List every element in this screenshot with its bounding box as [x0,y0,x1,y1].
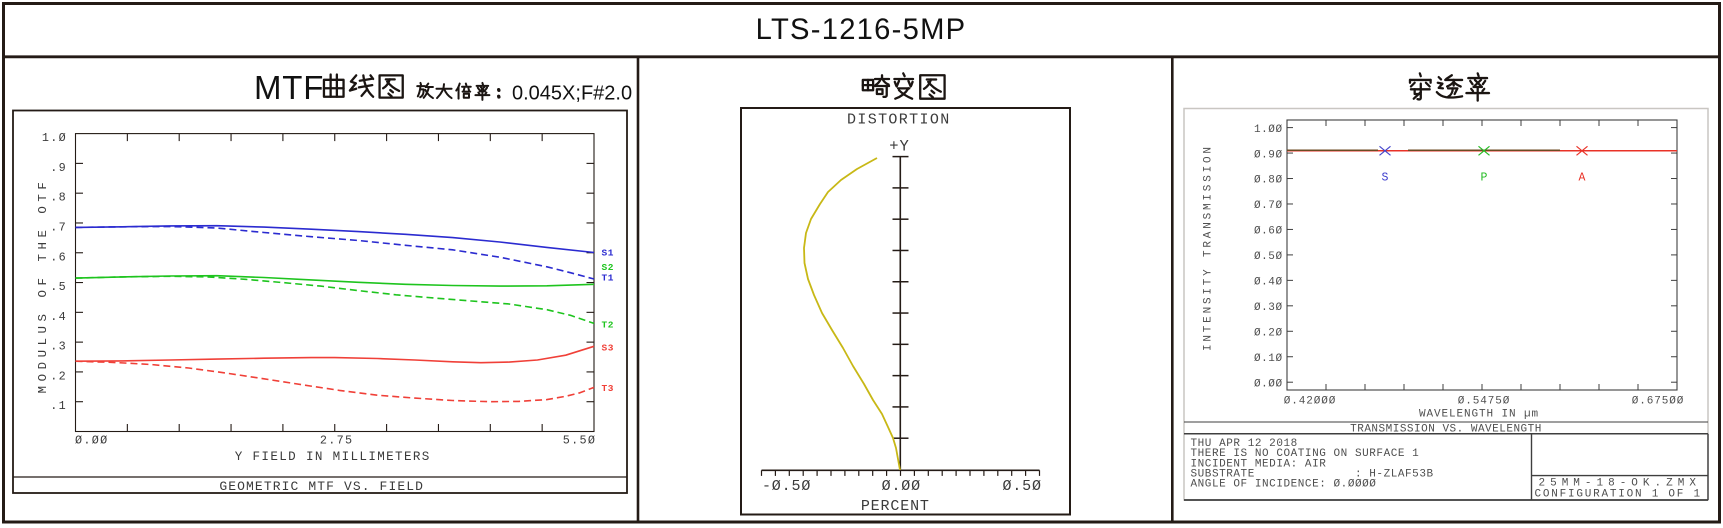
svg-text:.7: .7 [50,220,67,234]
svg-text:SUBSTRATE : H-ZLA: SUBSTRATE : H-ZLAF53B [1191,468,1434,480]
svg-text:INTENSITY TRANSMISSION: INTENSITY TRANSMISSION [1203,144,1215,351]
svg-text:Ø.5475Ø: Ø.5475Ø [1458,395,1511,407]
svg-text:T3: T3 [602,383,614,394]
svg-text:Ø.7Ø: Ø.7Ø [1254,200,1283,212]
svg-text:+Y: +Y [889,138,910,156]
svg-text:1.Ø: 1.Ø [42,131,67,145]
svg-text:MTF: MTF [254,69,324,106]
svg-text:Ø.42ØØØ: Ø.42ØØØ [1284,395,1337,407]
svg-text:Ø.ØØ: Ø.ØØ [75,434,109,448]
svg-text:.6: .6 [50,250,67,264]
svg-text:ANGLE OF INCIDENCE: Ø.ØØØØ: ANGLE OF INCIDENCE: Ø.ØØØØ [1191,479,1377,491]
svg-text:THERE IS NO COATING ON SURFACE: THERE IS NO COATING ON SURFACE 1 [1191,448,1420,460]
svg-text:1.ØØ: 1.ØØ [1254,124,1283,136]
svg-text:LTS-1216-5MP: LTS-1216-5MP [756,14,967,46]
svg-text:Ø.675ØØ: Ø.675ØØ [1632,395,1685,407]
svg-text:S1: S1 [602,247,614,258]
svg-text:PERCENT: PERCENT [861,498,930,515]
svg-text:WAVELENGTH IN µm: WAVELENGTH IN µm [1419,408,1539,420]
svg-text:THU APR 12 2018: THU APR 12 2018 [1191,438,1298,450]
svg-text:0.045X;F#2.0: 0.045X;F#2.0 [512,82,632,104]
svg-text:CONFIGURATION 1 OF 1: CONFIGURATION 1 OF 1 [1535,489,1702,501]
svg-text:Ø.8Ø: Ø.8Ø [1254,175,1283,187]
svg-text:Y FIELD IN MILLIMETERS: Y FIELD IN MILLIMETERS [235,450,431,464]
svg-text:.9: .9 [50,161,67,175]
svg-text:Ø.1Ø: Ø.1Ø [1254,353,1283,365]
svg-text:MODULUS OF THE OTF: MODULUS OF THE OTF [36,178,50,394]
svg-text:.8: .8 [50,191,67,205]
svg-text:T1: T1 [602,272,614,283]
svg-text:S2: S2 [602,262,614,273]
svg-text:Ø.9Ø: Ø.9Ø [1254,149,1283,161]
svg-text:DISTORTION: DISTORTION [847,112,951,129]
svg-text:Ø.4Ø: Ø.4Ø [1254,277,1283,289]
svg-text:.1: .1 [50,399,67,413]
svg-text:P: P [1481,171,1488,184]
svg-text:.4: .4 [50,310,67,324]
svg-text:TRANSMISSION VS. WAVELENGTH: TRANSMISSION VS. WAVELENGTH [1350,424,1542,436]
svg-text:A: A [1579,171,1586,184]
svg-text:S3: S3 [602,342,614,353]
svg-text:Ø.ØØ: Ø.ØØ [1254,378,1283,390]
svg-text:Ø.ØØ: Ø.ØØ [882,478,921,495]
svg-text:GEOMETRIC MTF VS. FIELD: GEOMETRIC MTF VS. FIELD [219,479,424,494]
svg-text:Ø.5Ø: Ø.5Ø [1002,478,1041,495]
svg-text:Ø.3Ø: Ø.3Ø [1254,302,1283,314]
svg-text:Ø.6Ø: Ø.6Ø [1254,226,1283,238]
svg-text:.2: .2 [50,369,67,383]
svg-text:5.5Ø: 5.5Ø [563,434,597,448]
svg-text:Ø.5Ø: Ø.5Ø [1254,251,1283,263]
svg-text:S: S [1382,171,1389,184]
svg-text:T2: T2 [602,319,614,330]
svg-text:.5: .5 [50,280,67,294]
svg-text:INCIDENT MEDIA: AIR: INCIDENT MEDIA: AIR [1191,458,1327,470]
svg-text:Ø.2Ø: Ø.2Ø [1254,327,1283,339]
svg-text:2.75: 2.75 [320,434,354,448]
svg-text:.3: .3 [50,340,67,354]
svg-text:25MM-18-OK.ZMX: 25MM-18-OK.ZMX [1539,477,1701,489]
svg-text:-Ø.5Ø: -Ø.5Ø [762,478,811,495]
